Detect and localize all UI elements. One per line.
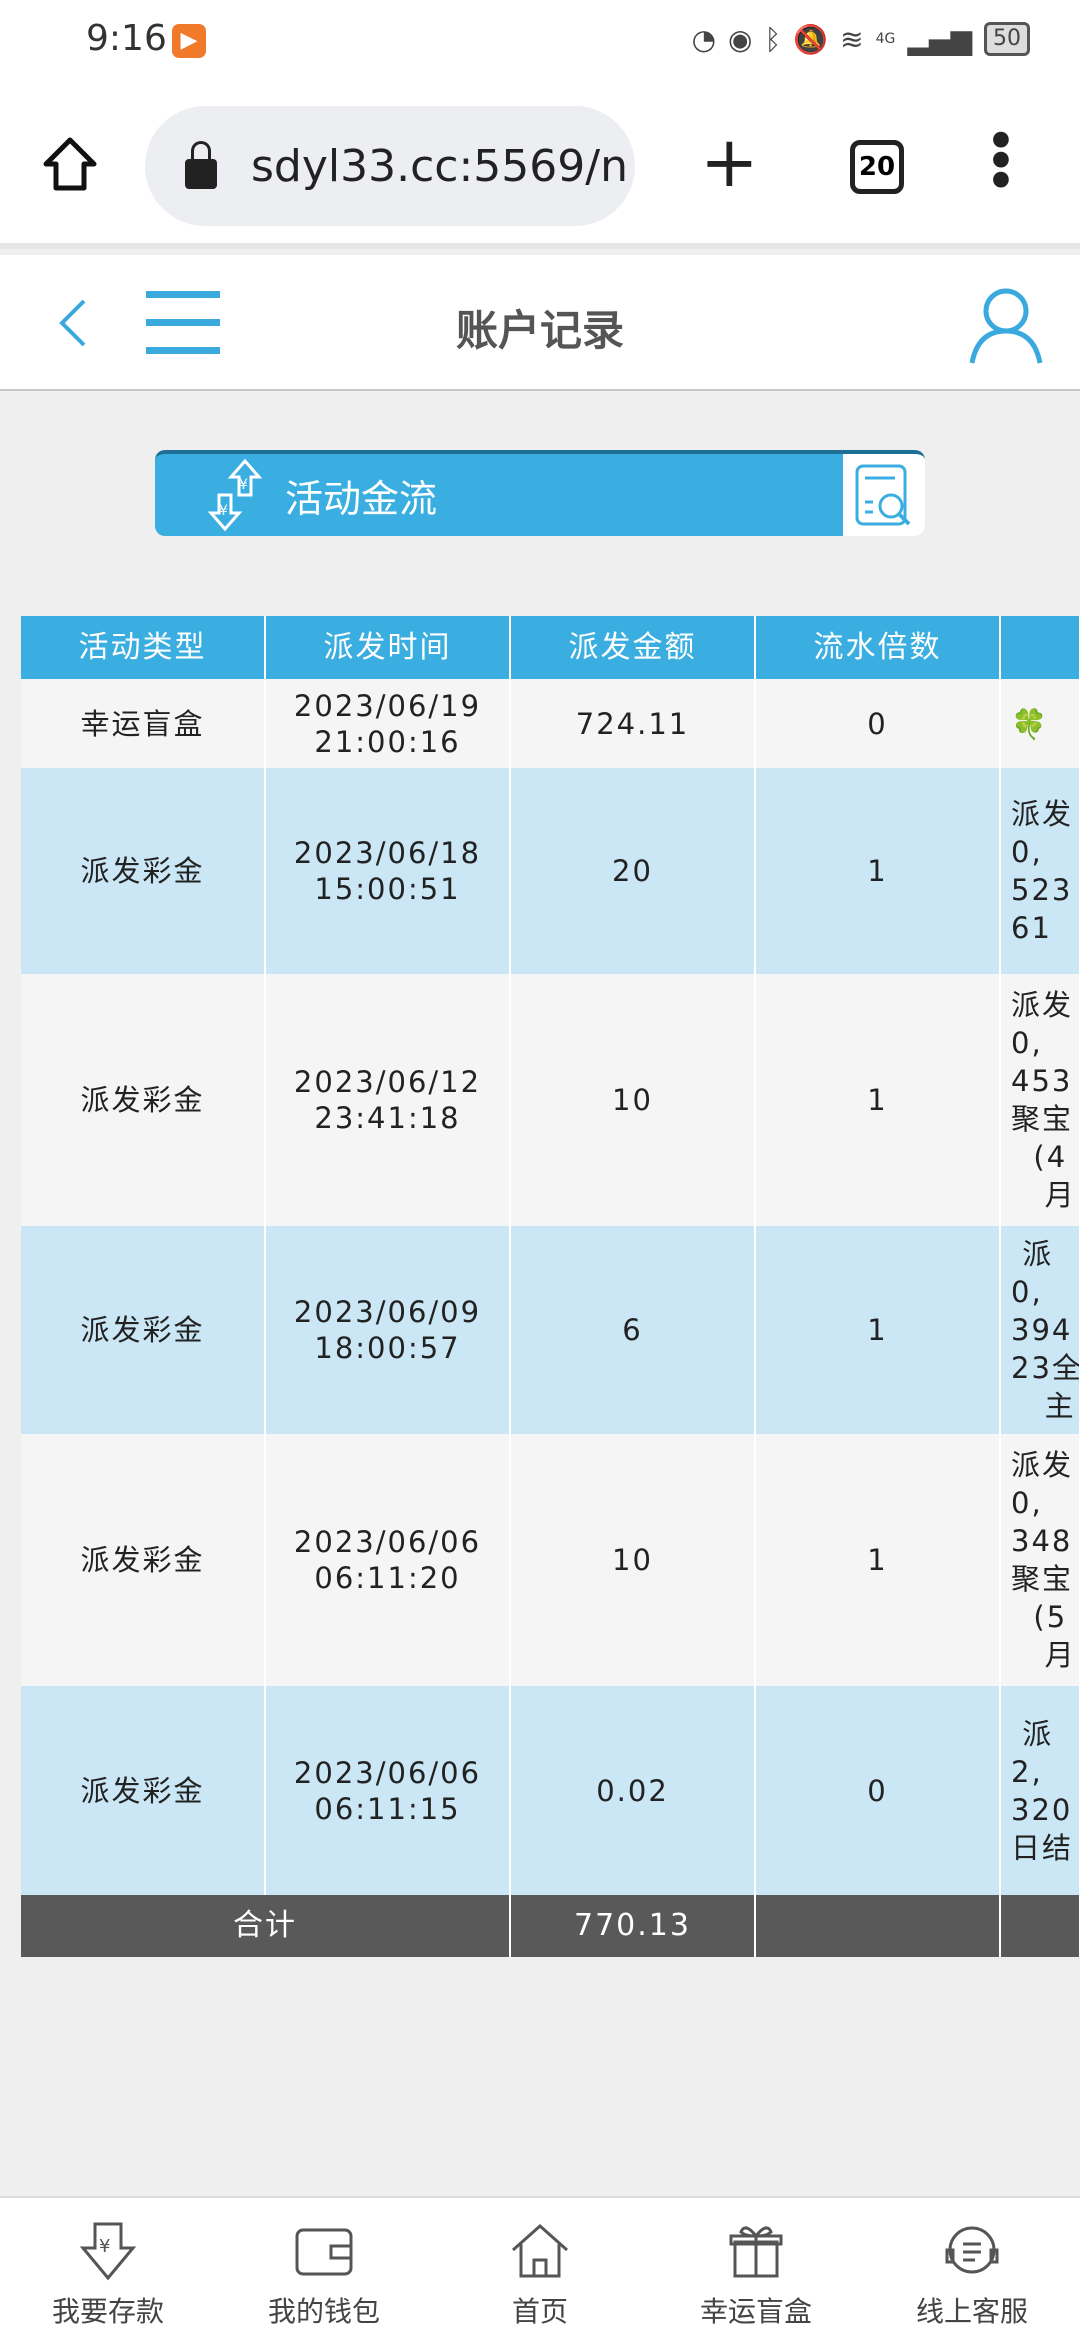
new-tab-button[interactable]: + xyxy=(700,121,759,203)
nav-deposit[interactable]: ¥ 我要存款 xyxy=(0,2198,216,2340)
svg-text:¥: ¥ xyxy=(99,2236,110,2257)
support-icon xyxy=(945,2226,999,2274)
table-row: 派发彩金 2023/06/06 06:11:20 10 1 派发 0, 348 聚宝 (… xyxy=(21,1434,1080,1686)
nav-wallet[interactable]: 我的钱包 xyxy=(216,2198,432,2340)
gift-icon xyxy=(729,2226,783,2278)
menu-icon[interactable] xyxy=(146,291,220,355)
table-row: 派发彩金 2023/06/09 18:00:57 6 1 派 0, 394 23全 主 xyxy=(21,1226,1080,1434)
dispatch-time-cell: 2023/06/09 18:00:57 xyxy=(266,1226,511,1434)
banner-label: 活动金流 xyxy=(285,476,438,521)
dispatch-time-cell: 2023/06/12 23:41:18 xyxy=(266,974,511,1226)
column-header: 活动类型 xyxy=(21,616,266,679)
table-header: 活动类型 派发时间 派发金额 流水倍数 xyxy=(21,616,1080,679)
speed-icon: ◔ xyxy=(691,22,717,56)
activity-type-cell: 派发彩金 xyxy=(21,768,266,974)
total-amount: 770.13 xyxy=(511,1895,756,1957)
wifi-icon: ≋ xyxy=(840,22,864,56)
status-icons: ◔ ◉ ᛒ 🔕 ≋ 4G ▂▄▆ 50 xyxy=(692,22,1030,56)
eye-icon: ◉ xyxy=(728,22,753,56)
turnover-multiplier-cell: 0 xyxy=(756,1686,1001,1895)
turnover-multiplier-cell: 1 xyxy=(756,1434,1001,1686)
user-icon[interactable] xyxy=(968,285,1044,365)
dispatch-time-cell: 2023/06/06 06:11:15 xyxy=(266,1686,511,1895)
activity-type-cell: 幸运盲盒 xyxy=(21,679,266,768)
exchange-yuan-icon: ¥¥ xyxy=(207,458,263,532)
nav-lucky-box[interactable]: 幸运盲盒 xyxy=(648,2198,864,2340)
browser-toolbar: sdyl33.cc:5569/n + 20 • • • xyxy=(0,82,1080,249)
nav-home[interactable]: 首页 xyxy=(432,2198,648,2340)
activity-type-cell: 派发彩金 xyxy=(21,1226,266,1434)
column-header xyxy=(1001,616,1080,679)
activity-type-cell: 派发彩金 xyxy=(21,1434,266,1686)
deposit-icon: ¥ xyxy=(79,2222,137,2281)
tab-switcher-button[interactable]: 20 xyxy=(850,140,904,194)
total-row: 合计 770.13 xyxy=(21,1895,1080,1957)
turnover-multiplier-cell: 1 xyxy=(756,974,1001,1226)
activity-type-cell: 派发彩金 xyxy=(21,1686,266,1895)
more-menu-icon[interactable]: • • • xyxy=(985,110,1017,213)
lock-icon xyxy=(185,141,217,189)
back-icon[interactable] xyxy=(58,297,88,349)
table-row: 幸运盲盒 2023/06/19 21:00:16 724.11 0 🍀 xyxy=(21,679,1080,768)
dispatch-amount-cell: 6 xyxy=(511,1226,756,1434)
remark-cell: 派发 0, 453 聚宝 (4 月 xyxy=(1001,974,1080,1226)
home-icon[interactable] xyxy=(40,134,100,194)
dispatch-time-cell: 2023/06/19 21:00:16 xyxy=(266,679,511,768)
battery-icon: 50 xyxy=(984,22,1030,56)
dispatch-amount-cell: 10 xyxy=(511,974,756,1226)
column-header: 派发时间 xyxy=(266,616,511,679)
dispatch-amount-cell: 724.11 xyxy=(511,679,756,768)
network-label: 4G xyxy=(875,31,896,47)
bluetooth-icon: ᛒ xyxy=(764,22,782,56)
status-bar: 9:16 ▶ ◔ ◉ ᛒ 🔕 ≋ 4G ▂▄▆ 50 xyxy=(0,0,1080,82)
table-row: 派发彩金 2023/06/06 06:11:15 0.02 0 派 2, 320 日结 xyxy=(21,1686,1080,1895)
address-bar[interactable]: sdyl33.cc:5569/n xyxy=(145,106,635,226)
table-row: 派发彩金 2023/06/18 15:00:51 20 1 派发 0, 523 61 xyxy=(21,768,1080,974)
search-document-icon xyxy=(855,464,911,526)
svg-text:¥: ¥ xyxy=(219,503,228,519)
turnover-multiplier-cell: 1 xyxy=(756,1226,1001,1434)
activity-type-cell: 派发彩金 xyxy=(21,974,266,1226)
clock: 9:16 xyxy=(86,18,167,59)
search-records-button[interactable] xyxy=(843,454,925,536)
remark-cell: 派 0, 394 23全 主 xyxy=(1001,1226,1080,1434)
dispatch-amount-cell: 10 xyxy=(511,1434,756,1686)
dispatch-time-cell: 2023/06/18 15:00:51 xyxy=(266,768,511,974)
home-icon xyxy=(512,2223,568,2278)
signal-icon: ▂▄▆ xyxy=(907,22,972,56)
mute-icon: 🔕 xyxy=(793,22,829,56)
dispatch-amount-cell: 0.02 xyxy=(511,1686,756,1895)
activity-flow-banner: ¥ ¥ 活动金流 xyxy=(155,450,925,536)
url-text: sdyl33.cc:5569/n xyxy=(251,140,628,192)
remark-cell: 派发 0, 523 61 xyxy=(1001,768,1080,974)
app-header: 账户记录 xyxy=(0,255,1080,391)
turnover-multiplier-cell: 0 xyxy=(756,679,1001,768)
turnover-multiplier-cell: 1 xyxy=(756,768,1001,974)
dispatch-amount-cell: 20 xyxy=(511,768,756,974)
remark-cell: 派 2, 320 日结 xyxy=(1001,1686,1080,1895)
nav-support[interactable]: 线上客服 xyxy=(864,2198,1080,2340)
notification-app-icon: ▶ xyxy=(172,24,206,58)
bottom-nav: ¥ 我要存款 我的钱包 首页 幸运盲盒 线上客服 xyxy=(0,2196,1080,2340)
remark-cell: 🍀 xyxy=(1001,679,1080,768)
table-row: 派发彩金 2023/06/12 23:41:18 10 1 派发 0, 453 聚宝 (… xyxy=(21,974,1080,1226)
page-title: 账户记录 xyxy=(455,306,624,355)
svg-text:¥: ¥ xyxy=(239,477,248,493)
dispatch-time-cell: 2023/06/06 06:11:20 xyxy=(266,1434,511,1686)
column-header: 流水倍数 xyxy=(756,616,1001,679)
remark-cell: 派发 0, 348 聚宝 (5 月 xyxy=(1001,1434,1080,1686)
total-label: 合计 xyxy=(21,1895,511,1957)
wallet-icon xyxy=(295,2228,353,2276)
records-table: 活动类型 派发时间 派发金额 流水倍数 幸运盲盒 2023/06/19 21:00… xyxy=(21,616,1080,1957)
column-header: 派发金额 xyxy=(511,616,756,679)
